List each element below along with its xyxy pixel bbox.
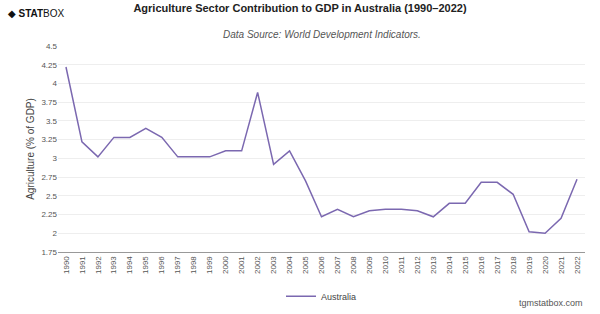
- svg-text:3: 3: [53, 154, 58, 163]
- svg-text:2020: 2020: [541, 256, 550, 274]
- svg-text:4.25: 4.25: [41, 61, 57, 70]
- svg-text:1.75: 1.75: [41, 248, 57, 257]
- svg-text:2.5: 2.5: [46, 192, 58, 201]
- svg-text:2011: 2011: [397, 256, 406, 274]
- svg-text:3.75: 3.75: [41, 98, 57, 107]
- svg-text:1998: 1998: [189, 256, 198, 274]
- svg-text:2012: 2012: [413, 256, 422, 274]
- svg-text:2005: 2005: [301, 256, 310, 274]
- svg-text:2: 2: [53, 229, 58, 238]
- svg-text:2019: 2019: [525, 256, 534, 274]
- svg-text:2022: 2022: [573, 256, 582, 274]
- svg-text:1999: 1999: [205, 256, 214, 274]
- svg-text:tgmstatbox.com: tgmstatbox.com: [519, 298, 583, 308]
- svg-text:2002: 2002: [253, 256, 262, 274]
- svg-text:Agriculture (% of GDP): Agriculture (% of GDP): [25, 98, 36, 200]
- svg-text:2008: 2008: [349, 256, 358, 274]
- svg-text:2013: 2013: [429, 256, 438, 274]
- svg-text:2006: 2006: [317, 256, 326, 274]
- svg-text:4: 4: [53, 79, 58, 88]
- svg-text:2009: 2009: [365, 256, 374, 274]
- svg-text:1992: 1992: [94, 256, 103, 274]
- svg-text:Agriculture Sector Contributio: Agriculture Sector Contribution to GDP i…: [133, 2, 466, 14]
- svg-text:1990: 1990: [62, 256, 71, 274]
- svg-text:2021: 2021: [557, 256, 566, 274]
- svg-text:2016: 2016: [477, 256, 486, 274]
- svg-text:4.5: 4.5: [46, 42, 58, 51]
- svg-text:Australia: Australia: [321, 292, 356, 302]
- svg-text:2015: 2015: [461, 256, 470, 274]
- svg-text:1997: 1997: [173, 256, 182, 274]
- svg-text:2.75: 2.75: [41, 173, 57, 182]
- svg-text:1996: 1996: [157, 256, 166, 274]
- svg-text:2004: 2004: [285, 256, 294, 274]
- svg-text:1991: 1991: [78, 256, 87, 274]
- svg-text:2018: 2018: [509, 256, 518, 274]
- svg-text:2010: 2010: [381, 256, 390, 274]
- svg-text:2007: 2007: [333, 256, 342, 274]
- svg-text:2000: 2000: [221, 256, 230, 274]
- svg-text:Data Source: World Development: Data Source: World Development Indicator…: [223, 29, 421, 40]
- svg-text:3.5: 3.5: [46, 117, 58, 126]
- svg-text:2014: 2014: [445, 256, 454, 274]
- svg-text:1994: 1994: [125, 256, 134, 274]
- svg-text:2001: 2001: [237, 256, 246, 274]
- svg-text:1995: 1995: [141, 256, 150, 274]
- svg-text:◆ STATBOX: ◆ STATBOX: [8, 8, 65, 19]
- svg-text:2017: 2017: [493, 256, 502, 274]
- svg-text:1993: 1993: [109, 256, 118, 274]
- svg-text:2.25: 2.25: [41, 210, 57, 219]
- svg-text:3.25: 3.25: [41, 135, 57, 144]
- svg-text:2003: 2003: [269, 256, 278, 274]
